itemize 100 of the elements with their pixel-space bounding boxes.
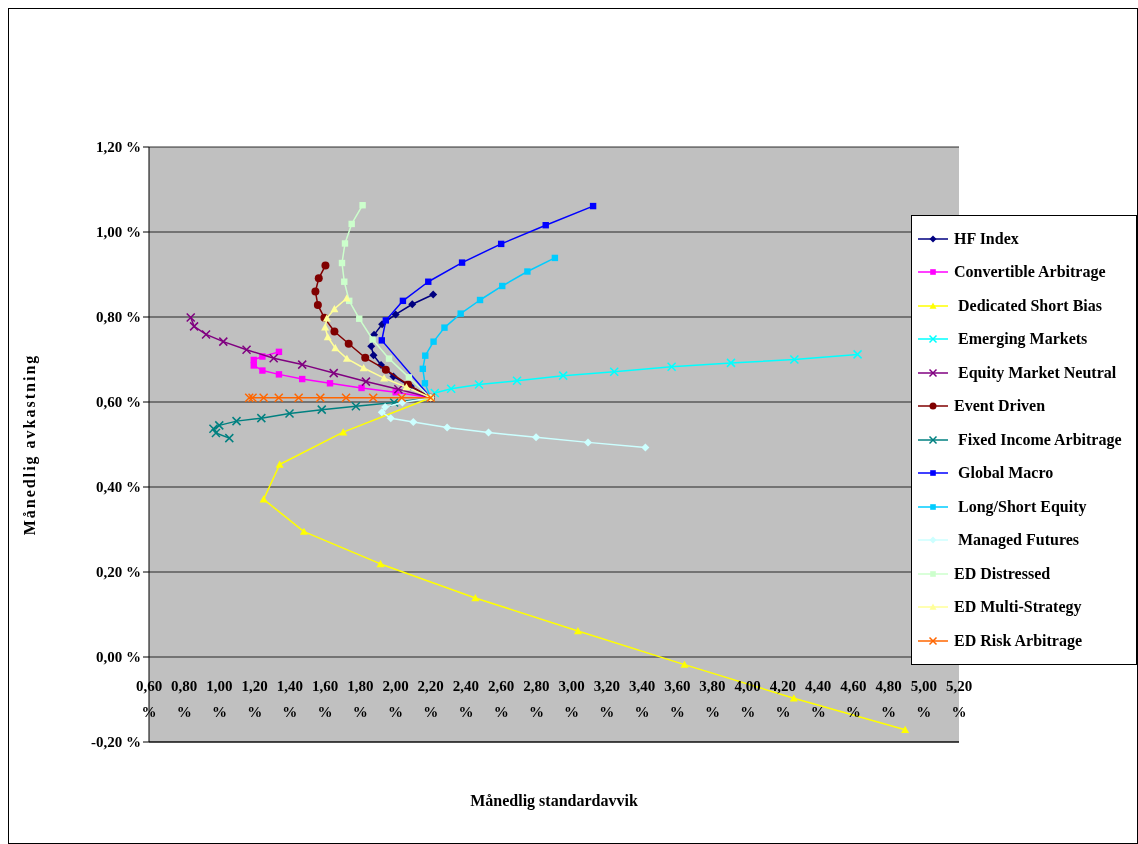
point [458, 259, 466, 266]
point [211, 428, 221, 438]
point [359, 364, 368, 372]
point [382, 317, 390, 324]
point [369, 336, 376, 343]
point [471, 593, 480, 602]
point [218, 336, 229, 347]
point [358, 384, 365, 392]
x-tick-label: 1,00 % [206, 678, 233, 720]
point [386, 414, 395, 423]
y-tick-label: -0,20 % [91, 734, 141, 751]
x-tick-label: 3,60 % [664, 678, 691, 720]
point [297, 359, 307, 370]
point [328, 368, 339, 378]
x-axis-title: Månedlig standardavvik [470, 792, 638, 810]
point [231, 416, 242, 426]
point [330, 304, 339, 313]
point [641, 443, 650, 452]
point [457, 310, 464, 317]
point [583, 438, 592, 447]
point [726, 358, 736, 368]
point [573, 627, 582, 635]
point [396, 393, 407, 403]
point [421, 380, 429, 387]
point [901, 725, 910, 733]
point [330, 327, 339, 336]
point [275, 371, 283, 378]
legend-label: Event Driven [954, 397, 1046, 416]
point [361, 353, 370, 362]
point [224, 433, 235, 443]
x-tick-label: 2,40 % [452, 678, 480, 720]
point [367, 342, 376, 351]
point [244, 393, 254, 403]
point [389, 397, 399, 408]
point [259, 367, 266, 374]
point [409, 417, 418, 426]
point [201, 329, 211, 340]
point [443, 423, 452, 432]
point [381, 403, 390, 412]
point [351, 401, 361, 411]
point [852, 349, 863, 360]
point [339, 428, 348, 436]
x-tick-label: 1,20 % [241, 678, 268, 720]
y-tick-label: 1,00 % [96, 224, 141, 241]
x-tick-label: 4,80 % [875, 678, 902, 720]
point [381, 365, 390, 374]
point [274, 393, 284, 403]
point [208, 424, 219, 434]
y-tick-label: 0,60 % [96, 394, 141, 411]
legend-label: ED Risk Arbitrage [954, 631, 1082, 650]
y-tick-label: 0,80 % [96, 309, 141, 326]
point [405, 374, 413, 381]
point [361, 376, 371, 387]
point [385, 355, 393, 362]
point [377, 408, 386, 417]
point [368, 393, 378, 403]
legend-label: ED Distressed [954, 564, 1051, 583]
point [376, 559, 385, 568]
point [348, 220, 355, 228]
legend-label: Emerging Markets [957, 330, 1088, 349]
point [311, 287, 320, 296]
point [524, 268, 531, 275]
point [789, 694, 798, 702]
point [369, 351, 378, 360]
point [393, 384, 404, 394]
point [666, 361, 677, 372]
point [259, 495, 268, 503]
x-tick-label: 0,80 % [171, 678, 198, 720]
x-tick-label: 1,60 % [311, 678, 339, 720]
x-tick-label: 5,00 % [910, 678, 937, 720]
point [342, 294, 351, 302]
x-tick-label: 3,80 % [699, 678, 726, 720]
point [359, 202, 366, 209]
y-tick-label: 1,20 % [96, 139, 141, 156]
point [789, 354, 800, 365]
point [323, 332, 332, 341]
x-tick-label: 2,80 % [523, 678, 550, 720]
point [316, 404, 327, 415]
point [341, 393, 351, 403]
legend-label: Dedicated Short Bias [957, 296, 1102, 315]
legend-label: HF Index [954, 229, 1019, 248]
point [512, 376, 522, 386]
point [429, 290, 438, 299]
point [680, 660, 689, 668]
point [408, 300, 417, 309]
x-tick-label: 1,80 % [347, 678, 374, 720]
y-axis-title: Månedlig avkastning [20, 353, 39, 536]
y-tick-label: 0,20 % [96, 564, 141, 581]
legend-label: Fixed Income Arbitrage [957, 430, 1122, 449]
point [214, 420, 225, 431]
point [558, 370, 568, 381]
point [293, 393, 304, 403]
point [241, 344, 252, 355]
x-tick-label: 2,20 % [417, 678, 444, 720]
point [441, 324, 448, 331]
point [299, 527, 308, 535]
point [284, 408, 295, 419]
point [313, 301, 322, 310]
legend-label: ED Multi-Strategy [954, 598, 1082, 617]
legend-label: Long/Short Equity [957, 497, 1087, 516]
